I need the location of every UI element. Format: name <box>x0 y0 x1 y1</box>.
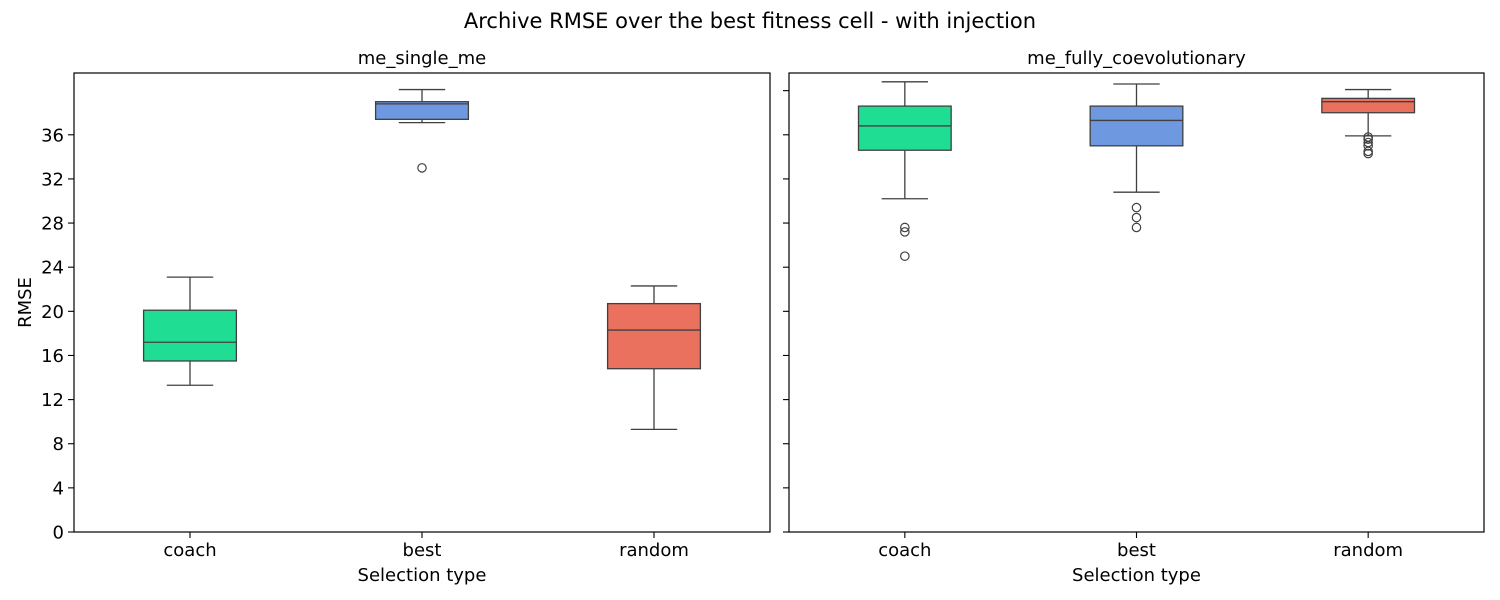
outlier-point <box>1131 212 1142 223</box>
box-best <box>374 88 470 173</box>
plot-frame <box>73 72 771 533</box>
box-iqr <box>142 309 238 362</box>
outlier-point <box>417 163 427 173</box>
outlier-point <box>900 251 910 261</box>
y-axis-label: RMSE <box>15 277 36 328</box>
box-iqr <box>606 302 702 370</box>
outlier-point <box>1363 134 1373 145</box>
box-random <box>1321 88 1416 159</box>
subplot-title: me_fully_coevolutionary <box>1027 48 1246 69</box>
x-tick-label: random <box>1333 540 1403 561</box>
y-tick-label: 0 <box>53 523 64 544</box>
y-tick-label: 28 <box>41 214 64 235</box>
y-tick-label: 32 <box>41 169 64 190</box>
outlier-point <box>1131 202 1142 213</box>
figure-title: Archive RMSE over the best fitness cell … <box>464 9 1036 33</box>
subplot-1: me_single_me 0 4 8 12 16 20 24 28 32 36 coach best ra… <box>15 48 771 586</box>
box-best <box>1089 83 1184 233</box>
y-tick-label: 8 <box>53 434 64 455</box>
x-tick-label: coach <box>878 540 931 561</box>
y-tick-label: 4 <box>53 478 64 499</box>
y-tick-label: 20 <box>41 302 64 323</box>
box-coach <box>857 81 952 261</box>
y-tick-label: 36 <box>41 125 64 146</box>
x-axis-label: Selection type <box>1072 565 1201 586</box>
y-tick-label: 16 <box>41 346 64 367</box>
outlier-point <box>900 222 910 233</box>
box-iqr <box>1321 97 1416 114</box>
x-axis-label: Selection type <box>358 565 487 586</box>
x-tick-label: coach <box>163 540 216 561</box>
x-tick-label: best <box>1117 540 1156 561</box>
x-tick-label: best <box>403 540 442 561</box>
outlier-point <box>1363 148 1373 159</box>
y-tick-label: 24 <box>41 258 64 279</box>
outlier-point <box>1363 141 1373 151</box>
box-coach <box>142 276 238 386</box>
box-iqr <box>1089 105 1184 147</box>
box-iqr <box>857 105 952 151</box>
outlier-point <box>900 227 910 237</box>
box-iqr <box>374 101 470 120</box>
plot-frame <box>788 72 1485 533</box>
subplot-title: me_single_me <box>358 48 487 69</box>
outlier-point <box>1131 222 1142 233</box>
x-tick-label: random <box>619 540 689 561</box>
y-tick-label: 12 <box>41 390 64 411</box>
box-random <box>606 285 702 431</box>
